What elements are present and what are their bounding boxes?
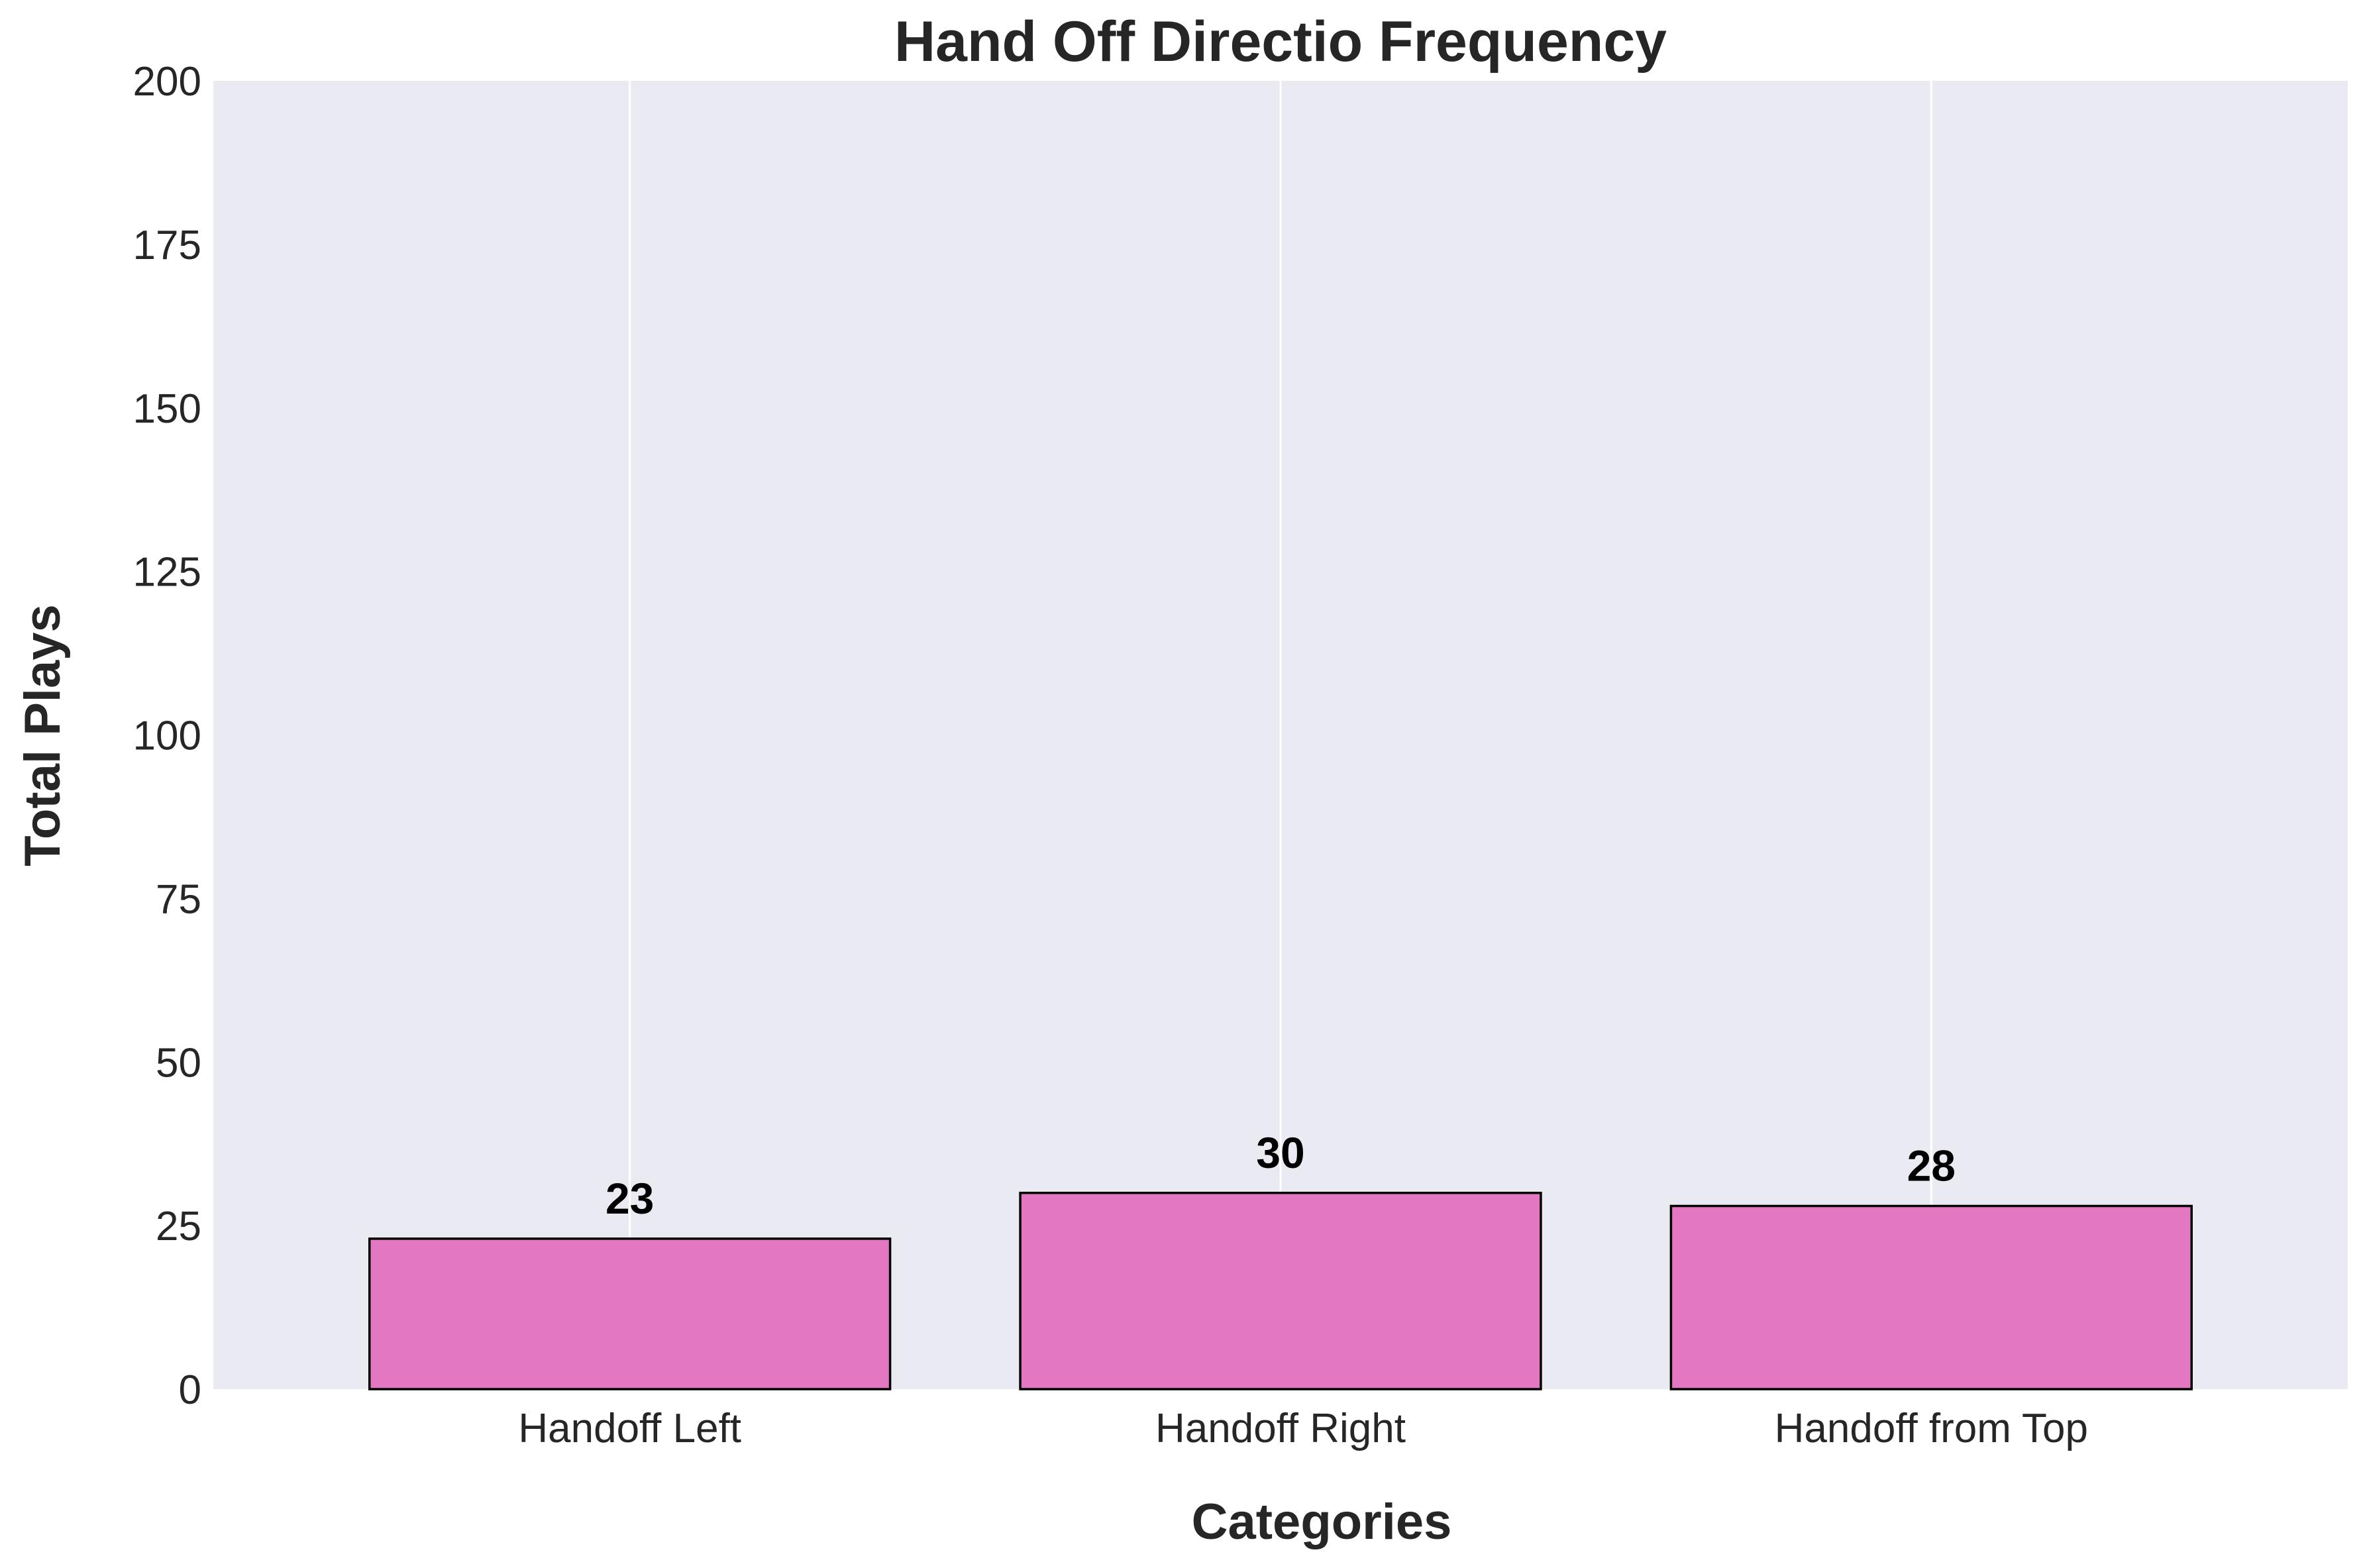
bar	[1669, 1204, 2193, 1390]
bar	[368, 1237, 892, 1390]
y-tick-labels: 0 25 50 75 100 125 150 175 200	[133, 59, 201, 1413]
y-tick-label: 125	[133, 550, 201, 596]
y-tick-label: 200	[133, 59, 201, 105]
x-tick-label: Handoff Right	[1155, 1406, 1406, 1451]
y-axis-label: Total Plays	[15, 604, 71, 866]
y-tick-label: 75	[156, 876, 201, 922]
x-tick-labels: Handoff Left Handoff Right Handoff from To…	[518, 1406, 2088, 1451]
y-tick-label: 0	[179, 1367, 201, 1413]
y-tick-label: 50	[156, 1040, 201, 1086]
bars	[368, 1192, 2193, 1390]
x-tick-label: Handoff from Top	[1775, 1406, 2088, 1451]
value-label: 28	[1907, 1141, 1956, 1190]
value-labels: 23 30 28	[605, 1128, 1956, 1223]
x-tick-label: Handoff Left	[518, 1406, 741, 1451]
y-tick-label: 150	[133, 386, 201, 432]
bar	[1019, 1192, 1542, 1390]
value-label: 30	[1256, 1128, 1304, 1177]
y-tick-label: 25	[156, 1204, 201, 1249]
chart-title: Hand Off Directio Frequency	[894, 10, 1667, 74]
y-tick-label: 100	[133, 713, 201, 759]
value-label: 23	[605, 1174, 654, 1223]
y-tick-label: 175	[133, 223, 201, 268]
x-axis-label: Categories	[1192, 1494, 1452, 1550]
grid-lines	[629, 81, 1932, 1389]
